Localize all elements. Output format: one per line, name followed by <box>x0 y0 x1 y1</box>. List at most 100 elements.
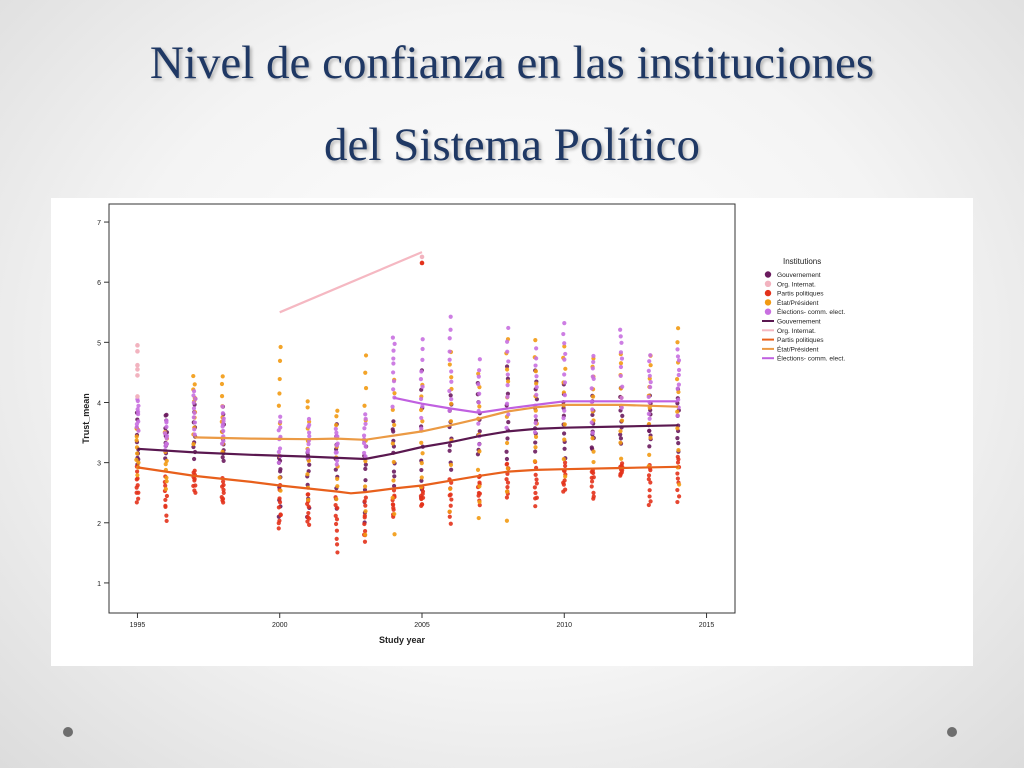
scatter-point <box>363 509 368 514</box>
scatter-point <box>419 407 424 413</box>
scatter-point <box>675 347 680 352</box>
scatter-point <box>676 457 681 462</box>
scatter-point <box>164 475 169 480</box>
scatter-point <box>647 488 652 493</box>
scatter-point <box>591 353 596 359</box>
scatter-point <box>562 321 567 326</box>
scatter-point <box>219 381 225 387</box>
scatter-point <box>618 364 624 370</box>
scatter-point <box>334 517 340 522</box>
scatter-point <box>363 454 368 459</box>
scatter-point <box>136 460 141 465</box>
scatter-point <box>563 366 568 371</box>
y-tick-label: 2 <box>97 521 101 528</box>
scatter-point <box>191 400 196 405</box>
scatter-point <box>618 350 624 355</box>
scatter-point <box>363 478 368 483</box>
scatter-point <box>391 483 397 489</box>
scatter-point <box>676 358 682 363</box>
scatter-point <box>362 539 368 544</box>
scatter-point <box>305 472 310 477</box>
scatter-point <box>504 425 509 430</box>
scatter-point <box>647 373 652 378</box>
scatter-point <box>675 476 680 481</box>
scatter-point <box>134 424 139 430</box>
scatter-point <box>334 528 340 533</box>
scatter-point <box>591 490 596 495</box>
legend-marker <box>764 280 772 287</box>
legend-marker <box>764 271 772 278</box>
scatter-point <box>164 493 170 499</box>
scatter-point <box>277 391 282 396</box>
scatter-point <box>589 386 594 391</box>
scatter-point <box>646 394 651 400</box>
scatter-point <box>278 414 283 419</box>
x-tick-label: 2015 <box>699 622 715 629</box>
scatter-point <box>476 382 481 387</box>
scatter-point <box>648 385 653 390</box>
scatter-point <box>648 363 653 368</box>
x-tick-label: 2000 <box>272 622 288 629</box>
scatter-point <box>618 361 624 366</box>
scatter-point <box>533 504 538 509</box>
scatter-point <box>562 446 567 451</box>
legend-label: Élections- comm. elect. <box>777 307 845 316</box>
scatter-point <box>277 500 283 505</box>
scatter-point <box>333 467 338 472</box>
scatter-point <box>420 346 425 352</box>
scatter-point <box>219 394 225 399</box>
nav-dot-left[interactable] <box>63 727 73 737</box>
scatter-point <box>449 497 454 502</box>
scatter-point <box>476 515 481 521</box>
scatter-point <box>163 443 168 449</box>
scatter-point <box>534 477 539 482</box>
scatter-point <box>363 421 368 427</box>
x-axis-title: Study year <box>379 635 426 645</box>
scatter-point <box>504 440 510 446</box>
scatter-point <box>363 385 369 391</box>
scatter-point <box>276 460 281 465</box>
scatter-point <box>134 438 139 443</box>
scatter-point <box>276 449 281 455</box>
scatter-point <box>420 404 425 409</box>
scatter-point <box>361 441 367 446</box>
scatter-point <box>504 449 509 454</box>
scatter-point <box>618 334 623 339</box>
scatter-point <box>163 413 168 418</box>
scatter-point <box>136 412 141 417</box>
scatter-point <box>561 416 566 421</box>
scatter-point <box>163 497 168 503</box>
scatter-point <box>334 497 339 502</box>
scatter-point <box>591 459 596 465</box>
legend-marker <box>764 299 772 306</box>
scatter-point <box>675 354 681 359</box>
scatter-point <box>306 504 311 509</box>
scatter-point <box>135 362 140 368</box>
scatter-point <box>164 424 169 429</box>
scatter-point <box>562 422 567 427</box>
scatter-point <box>221 500 226 505</box>
scatter-point <box>477 484 482 489</box>
scatter-point <box>505 436 510 441</box>
scatter-point <box>504 339 510 344</box>
scatter-point <box>219 494 224 500</box>
scatter-point <box>533 490 538 496</box>
scatter-point <box>505 485 510 490</box>
scatter-point <box>362 450 367 456</box>
scatter-point <box>447 336 452 341</box>
scatter-point <box>306 424 311 429</box>
chart-panel: 1 2 3 4 5 6 7 1995 2000 2005 2010 2015 Study year Tru… <box>51 198 973 666</box>
scatter-point <box>193 396 198 401</box>
scatter-point <box>506 325 511 331</box>
scatter-point <box>193 483 198 488</box>
scatter-point <box>506 419 511 425</box>
scatter-point <box>391 379 397 384</box>
scatter-point <box>648 379 653 385</box>
scatter-point <box>221 419 226 424</box>
scatter-point <box>534 481 539 486</box>
scatter-point <box>392 532 397 537</box>
nav-dot-right[interactable] <box>947 727 957 737</box>
scatter-point <box>418 396 424 402</box>
scatter-point <box>477 357 482 362</box>
scatter-point <box>448 419 454 424</box>
